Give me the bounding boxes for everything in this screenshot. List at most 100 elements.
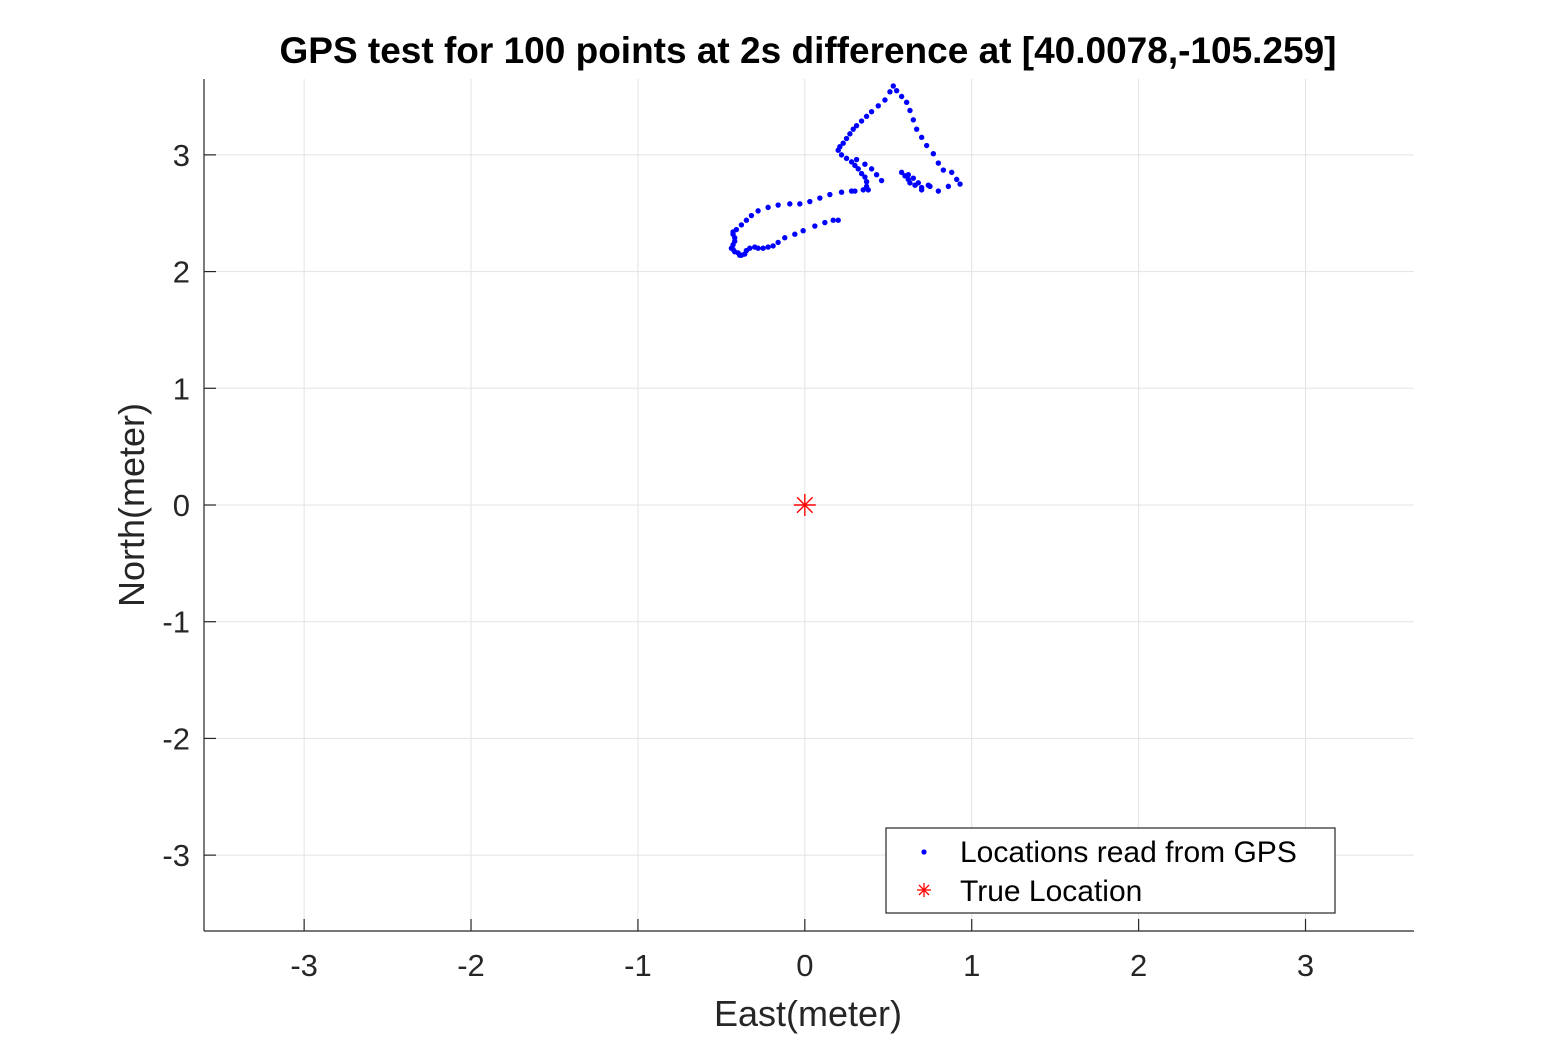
- gps-location-point: [918, 187, 925, 193]
- true-location-marker: [793, 494, 816, 516]
- gps-location-point: [905, 172, 912, 178]
- gps-location-point: [792, 231, 798, 237]
- gps-location-point: [863, 179, 870, 185]
- gps-location-point: [738, 222, 745, 228]
- gps-location-point: [890, 83, 896, 89]
- gps-location-point: [882, 97, 888, 103]
- gps-location-point: [760, 245, 766, 251]
- gps-location-point: [945, 183, 952, 190]
- gps-location-point: [878, 177, 885, 184]
- gps-location-point: [887, 89, 893, 95]
- gps-location-point: [863, 183, 870, 190]
- gps-location-point: [752, 244, 758, 250]
- gps-location-point: [775, 202, 781, 208]
- gps-location-point: [848, 159, 855, 165]
- gps-location-point: [905, 176, 912, 183]
- y-tick-label: 2: [173, 255, 190, 290]
- gps-location-point: [875, 103, 881, 109]
- gps-location-point: [907, 107, 913, 114]
- legend-label-gps: Locations read from GPS: [960, 836, 1297, 869]
- gps-location-point: [843, 135, 850, 142]
- gps-location-point: [913, 126, 920, 132]
- gps-location-point: [863, 113, 870, 120]
- x-tick-label: -1: [624, 948, 652, 983]
- gps-location-point: [893, 87, 900, 94]
- gps-location-point: [935, 188, 942, 194]
- gps-location-point: [852, 188, 858, 194]
- legend: Locations read from GPS True Location: [885, 827, 1336, 914]
- gps-location-point: [827, 191, 833, 198]
- gps-location-point: [873, 172, 880, 178]
- gps-location-point: [800, 228, 806, 234]
- gps-location-point: [807, 198, 813, 205]
- y-ticks: -3 -2 -1 0 1 2 3: [162, 138, 216, 873]
- x-ticks: -3 -2 -1 0 1 2 3: [290, 919, 1314, 983]
- gps-location-point: [837, 143, 843, 150]
- gps-location-point: [860, 187, 866, 193]
- legend-box: [885, 827, 1336, 914]
- gps-location-point: [755, 208, 761, 214]
- gps-location-point: [817, 195, 823, 201]
- gps-location-point: [850, 126, 856, 132]
- x-tick-label: -3: [290, 948, 318, 983]
- gps-location-point: [948, 169, 955, 176]
- gps-location-point: [787, 201, 793, 207]
- gps-location-point: [940, 167, 947, 173]
- chart-title: GPS test for 100 points at 2s difference…: [279, 30, 1336, 71]
- x-axis-label: East(meter): [714, 993, 902, 1034]
- gps-location-point: [935, 160, 942, 166]
- gps-location-point: [770, 243, 776, 249]
- gps-location-point: [910, 117, 917, 123]
- gps-location-point: [782, 235, 788, 241]
- gps-location-point: [862, 174, 868, 180]
- y-tick-label: 0: [173, 488, 190, 523]
- y-tick-label: 1: [173, 371, 190, 406]
- y-tick-label: -3: [162, 838, 190, 873]
- gps-location-point: [843, 155, 850, 162]
- gps-location-point: [743, 217, 750, 223]
- y-tick-label: -2: [162, 721, 190, 756]
- gps-location-point: [853, 156, 860, 163]
- gps-location-point: [838, 152, 845, 158]
- data-points: [728, 83, 963, 516]
- gps-location-point: [852, 162, 858, 169]
- gps-location-point: [853, 122, 860, 129]
- x-tick-label: 0: [796, 948, 813, 983]
- gps-location-point: [898, 169, 905, 176]
- gps-location-point: [733, 226, 740, 233]
- gps-location-point: [840, 140, 846, 146]
- gps-location-point: [898, 93, 905, 100]
- gps-location-point: [835, 217, 841, 223]
- legend-label-true-location: True Location: [960, 875, 1142, 908]
- gps-location-point: [765, 244, 771, 250]
- y-axis-label: North(meter): [111, 403, 152, 607]
- gps-location-point: [812, 223, 818, 229]
- legend-true-location-marker: [917, 883, 931, 897]
- gps-location-point: [868, 166, 875, 172]
- x-tick-label: 3: [1297, 948, 1314, 983]
- y-tick-label: -1: [162, 605, 190, 640]
- gps-location-point: [847, 131, 853, 137]
- gps-location-point: [930, 150, 937, 157]
- gps-location-point: [855, 166, 861, 172]
- gps-location-point: [838, 189, 845, 195]
- gps-location-point: [858, 170, 865, 177]
- gps-location-point: [903, 99, 910, 106]
- gps-location-point: [748, 212, 755, 219]
- gps-location-point: [765, 204, 771, 211]
- gps-location-point: [954, 176, 960, 183]
- x-tick-label: 1: [963, 948, 980, 983]
- legend-gps-marker: [921, 849, 927, 855]
- gps-location-point: [910, 175, 917, 181]
- gps-location-point: [918, 134, 925, 141]
- gps-location-point: [925, 182, 932, 188]
- gps-location-point: [915, 180, 922, 186]
- gps-location-point: [868, 108, 875, 115]
- gps-location-point: [775, 239, 781, 246]
- gps-location-point: [797, 201, 803, 207]
- gps-location-point: [822, 219, 828, 226]
- gps-location-point: [830, 217, 836, 223]
- gps-location-point: [862, 161, 868, 167]
- x-tick-label: -2: [457, 948, 485, 983]
